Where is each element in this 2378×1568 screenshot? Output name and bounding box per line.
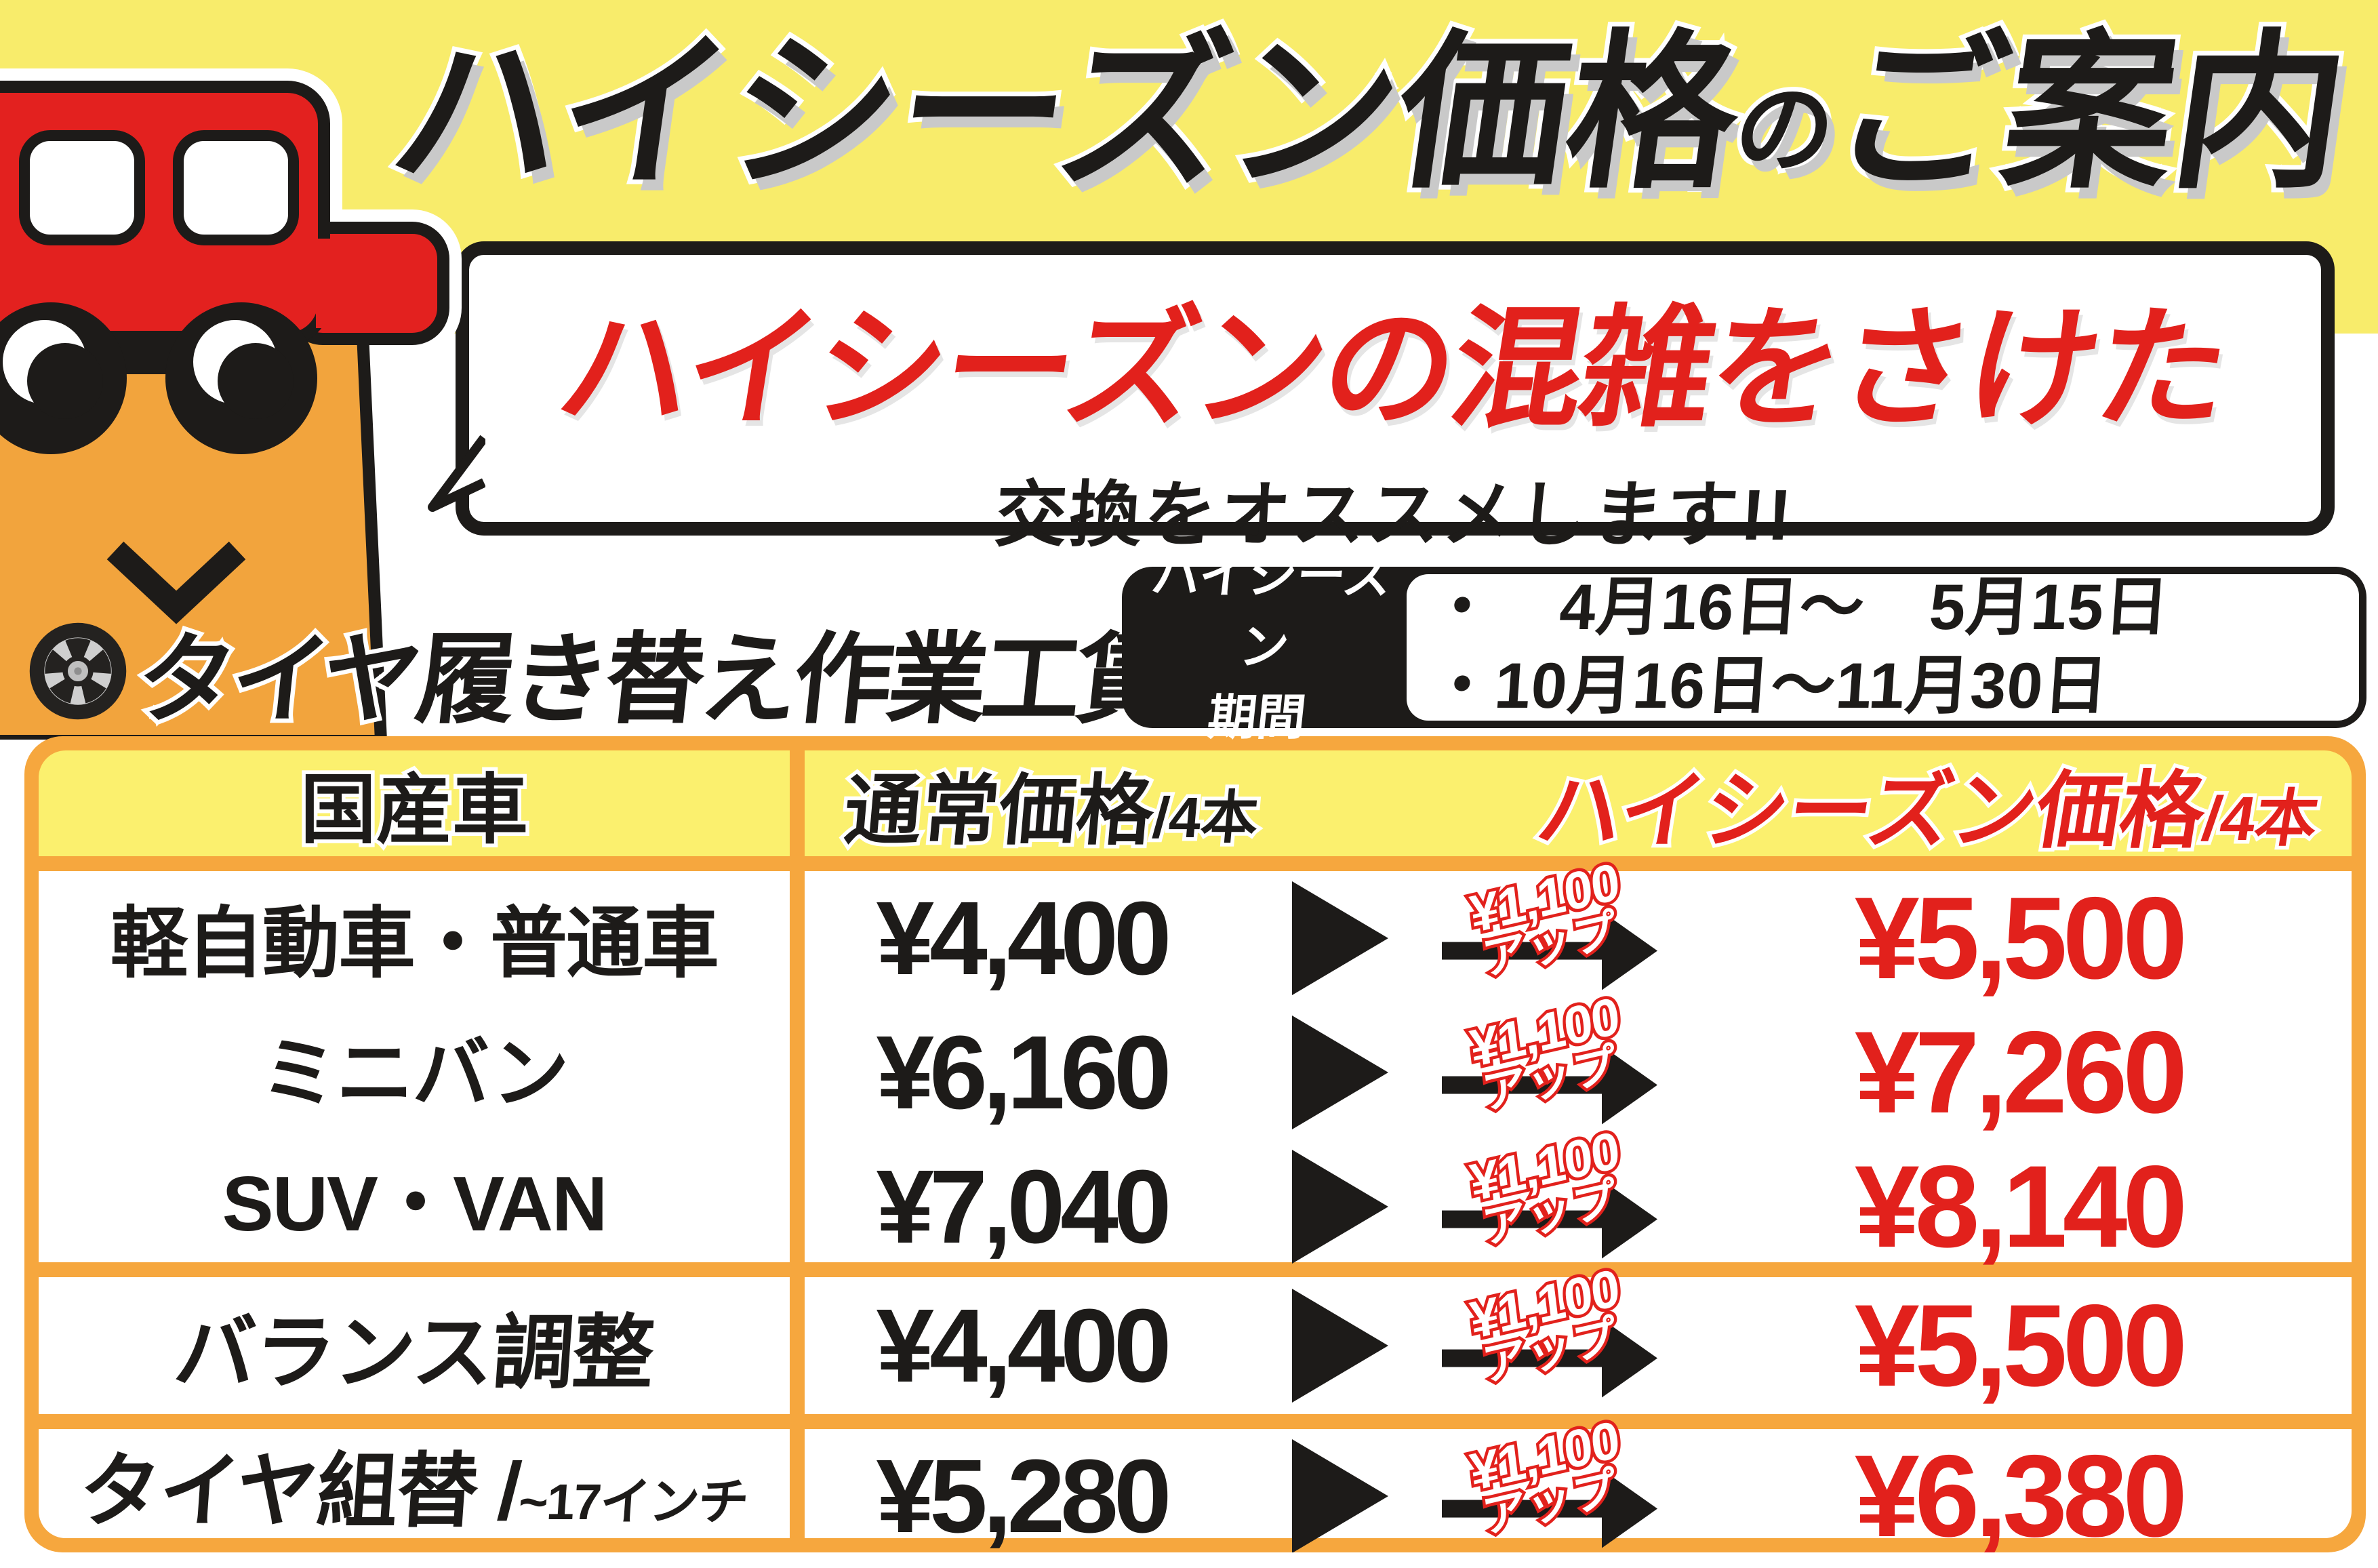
price-up-stamp: ¥1,100 アップ [1442, 1407, 1686, 1552]
tire-wheel-icon [29, 622, 127, 720]
price-rows-cell: ¥4,400 ¥1,100 アップ ¥5,500 [805, 1255, 2352, 1414]
header-normal-price-label: 通常価格/4本 [837, 764, 1265, 858]
normal-price: ¥7,040 [876, 1148, 1171, 1265]
price-up-arrow-icon [1442, 1469, 1657, 1548]
title-part2: ご案内 [1818, 14, 2362, 212]
wheel-eye-right [165, 302, 317, 454]
title-part1: ハイシーズン価格 [376, 14, 1756, 212]
header-high-season-price-suffix: /4本 [2194, 781, 2326, 858]
arrow-right-icon [1292, 1439, 1388, 1552]
price-rows-cell: ¥5,280 ¥1,100 アップ ¥6,380 [805, 1407, 2352, 1552]
wheel-eye-left [0, 302, 127, 454]
period-dates: ・ 4月16日～ 5月15日 ・10月16日～11月30日 [1407, 571, 2359, 722]
header-cell-prices: 通常価格/4本 ハイシーズン価格/4本 [805, 750, 2352, 862]
arrow-right-icon [1292, 1016, 1388, 1129]
price-up-stamp: ¥1,100 アップ [1442, 849, 1686, 1005]
mascot-car-seam [316, 239, 332, 328]
normal-price: ¥6,160 [876, 1013, 1171, 1131]
vehicle-type-label: SUV・VAN [222, 1161, 608, 1248]
high-season-price: ¥6,380 [1854, 1431, 2188, 1552]
normal-price: ¥4,400 [876, 879, 1171, 997]
period-label-line1: ハイシーズン [1148, 549, 1395, 675]
arrow-right-icon [1292, 881, 1388, 995]
vehicle-type-cell: タイヤ組替 /~17インチ [39, 1429, 790, 1538]
service-label: タイヤ組替 /~17インチ [76, 1445, 750, 1537]
header-high-season-price-label: ハイシーズン価格/4本 [1527, 761, 2327, 862]
section-heading: タイヤ履き替え作業工賃 [27, 602, 1283, 740]
price-row: ¥5,280 ¥1,100 アップ ¥6,380 [805, 1407, 2352, 1552]
vehicle-type-label: 軽自動車・普通車 [110, 900, 719, 987]
vehicle-type-cell: バランス調整 [39, 1277, 790, 1414]
mascot-mouth [106, 541, 246, 624]
high-season-price: ¥5,500 [1854, 873, 2188, 1003]
header-normal-price-suffix: /4本 [1147, 782, 1265, 853]
page-title: ハイシーズン価格のご案内 [352, 9, 2378, 216]
arrow-right-icon [1292, 1289, 1388, 1403]
period-box: ハイシーズン 期間 ・ 4月16日～ 5月15日 ・10月16日～11月30日 [1122, 549, 2366, 745]
car-window-right [173, 130, 299, 245]
speech-tail-icon [428, 435, 485, 512]
high-season-price: ¥7,260 [1854, 1007, 2188, 1138]
price-table: 国産車 通常価格/4本 ハイシーズン価格/4本 軽自動車・普通車 ミニバン SU… [24, 736, 2366, 1552]
high-season-price: ¥5,500 [1854, 1281, 2188, 1411]
service-label: バランス調整 [171, 1308, 656, 1399]
vehicle-type-cell: 軽自動車・普通車 ミニバン SUV・VAN [39, 871, 790, 1262]
arrow-right-icon [1292, 1150, 1388, 1264]
price-row: ¥4,400 ¥1,100 アップ ¥5,500 [805, 849, 2352, 1005]
price-rows-cell: ¥4,400 ¥1,100 アップ ¥5,500 ¥6,160 ¥1,100 アップ… [805, 849, 2352, 1272]
price-row: ¥7,040 ¥1,100 アップ ¥8,140 [805, 1118, 2352, 1274]
price-up-arrow-icon [1442, 911, 1657, 990]
speech-bubble: ハイシーズンの混雑をさけた 交換をオススメします!! [428, 241, 2335, 555]
high-season-price: ¥8,140 [1854, 1142, 2188, 1272]
price-up-arrow-icon [1442, 1180, 1657, 1259]
bubble-highlight-text: ハイシーズンの混雑をさけた [548, 296, 2238, 443]
price-up-arrow-icon [1442, 1319, 1657, 1398]
period-label-line2: 期間 [1205, 691, 1309, 746]
car-window-left [19, 130, 145, 245]
header-cell-vehicle: 国産車 [39, 750, 790, 856]
header-vehicle-label: 国産車 [297, 764, 532, 856]
period-label: ハイシーズン 期間 [1113, 549, 1415, 745]
price-row: ¥4,400 ¥1,100 アップ ¥5,500 [805, 1255, 2352, 1414]
price-up-arrow-icon [1442, 1045, 1657, 1125]
normal-price: ¥4,400 [876, 1287, 1171, 1404]
price-row: ¥6,160 ¥1,100 アップ ¥7,260 [805, 984, 2352, 1140]
period-date-line: ・ 4月16日～ 5月15日 [1427, 571, 2172, 644]
vehicle-type-label: ミニバン [260, 1030, 569, 1117]
section-heading-text: タイヤ履き替え作業工賃 [127, 620, 1182, 739]
service-label-small: ~17インチ [517, 1473, 750, 1530]
price-up-stamp: ¥1,100 アップ [1442, 1255, 1686, 1414]
title-particle: の [1723, 70, 1847, 189]
price-up-stamp: ¥1,100 アップ [1442, 1118, 1686, 1274]
period-date-line: ・10月16日～11月30日 [1427, 650, 2112, 722]
normal-price: ¥5,280 [876, 1437, 1171, 1553]
price-up-stamp: ¥1,100 アップ [1442, 984, 1686, 1140]
